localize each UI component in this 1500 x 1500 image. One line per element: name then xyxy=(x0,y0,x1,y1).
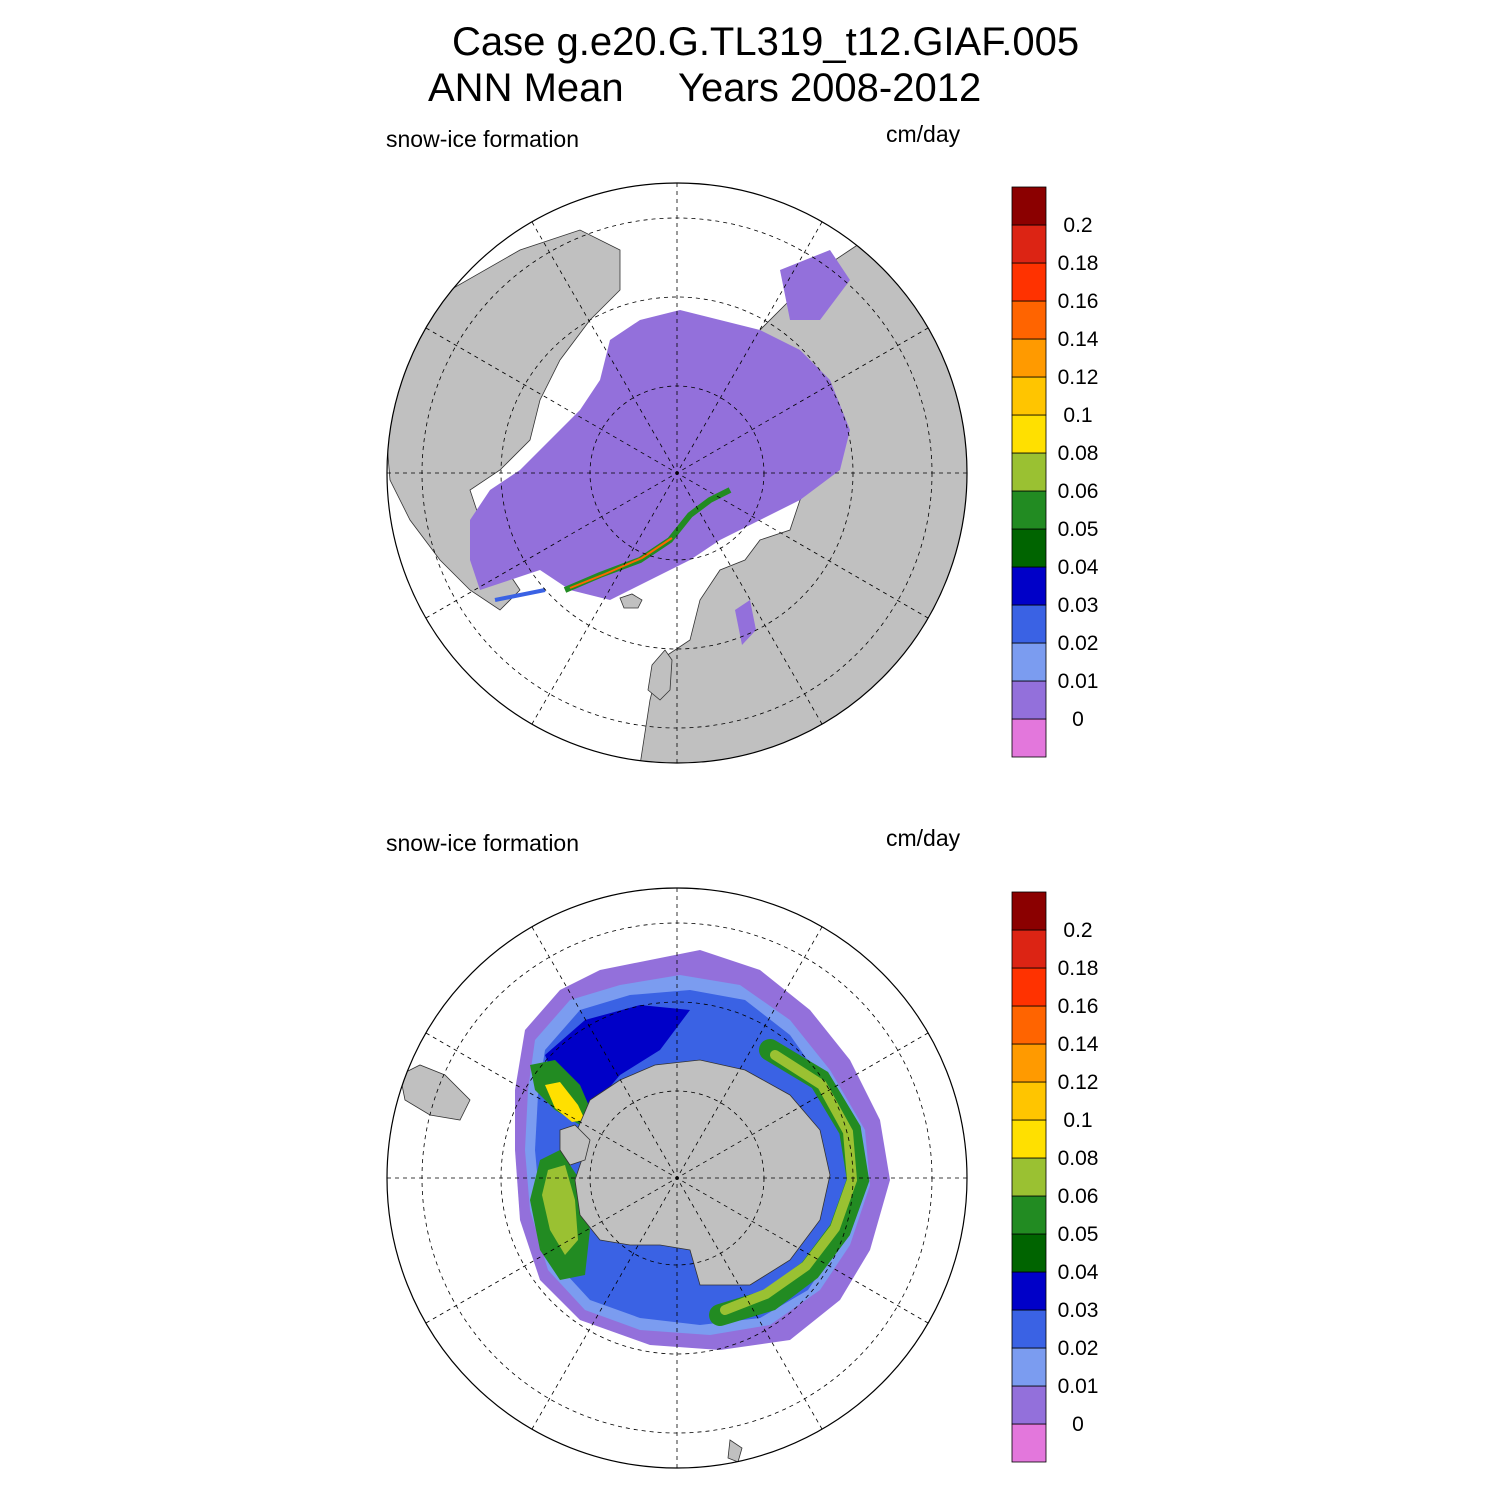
south-colorbar-swatch xyxy=(1011,1081,1047,1121)
south-variable-label: snow-ice formation xyxy=(386,830,580,856)
south-colorbar-swatch xyxy=(1011,1195,1047,1235)
south-land-peninsula xyxy=(559,1124,591,1166)
north-colorbar-swatch xyxy=(1011,528,1047,568)
south-colorbar-tick-label: 0.14 xyxy=(1058,1033,1099,1056)
south-ice-ross-yellow xyxy=(545,1082,585,1122)
south-polar-map xyxy=(387,888,967,1468)
north-colorbar-swatch xyxy=(1011,642,1047,682)
south-land-antarctica xyxy=(574,1059,831,1286)
north-colorbar-tick-label: 0.18 xyxy=(1058,252,1099,275)
north-colorbar-tick-label: 0.01 xyxy=(1058,670,1099,693)
south-colorbar-swatch xyxy=(1011,929,1047,969)
north-colorbar-swatch xyxy=(1011,490,1047,530)
north-ice-field xyxy=(470,310,850,600)
north-colorbar-tick-label: 0.08 xyxy=(1058,442,1099,465)
north-colorbar-tick-label: 0.03 xyxy=(1058,594,1099,617)
south-map-border xyxy=(386,887,968,1469)
south-colorbar-swatch xyxy=(1011,1309,1047,1349)
north-colorbar-tick-label: 0.06 xyxy=(1058,480,1099,503)
north-colorbar-swatch xyxy=(1011,300,1047,340)
north-colorbar-tick-label: 0.16 xyxy=(1058,290,1099,313)
north-colorbar-swatch xyxy=(1011,452,1047,492)
south-colorbar-swatch xyxy=(1011,1157,1047,1197)
north-land-iceland xyxy=(619,593,643,609)
north-colorbar-swatch xyxy=(1011,224,1047,264)
north-colorbar-tick-label: 0.14 xyxy=(1058,328,1099,351)
south-unit-label: cm/day xyxy=(886,825,961,851)
north-colorbar: 0 0.01 0.02 0.03 0.04 0.05 0.06 0.08 0.1 0.12 0.14… xyxy=(1011,186,1099,758)
north-unit-label: cm/day xyxy=(886,121,961,147)
north-colorbar-swatch xyxy=(1011,604,1047,644)
south-colorbar-tick-label: 0.18 xyxy=(1058,957,1099,980)
north-variable-label: snow-ice formation xyxy=(386,126,580,152)
south-colorbar-tick-label: 0.05 xyxy=(1058,1223,1099,1246)
south-colorbar-swatch xyxy=(1011,1043,1047,1083)
north-colorbar-swatch xyxy=(1011,186,1047,226)
south-colorbar-tick-label: 0 xyxy=(1072,1413,1084,1436)
south-colorbar-tick-label: 0.08 xyxy=(1058,1147,1099,1170)
figure-title-years: Years 2008-2012 xyxy=(678,66,982,110)
south-colorbar-tick-label: 0.03 xyxy=(1058,1299,1099,1322)
north-ice-blue-margin xyxy=(494,588,546,602)
north-colorbar-tick-label: 0.04 xyxy=(1058,556,1099,579)
north-colorbar-tick-label: 0.02 xyxy=(1058,632,1099,655)
north-ice-okhotsk xyxy=(780,250,850,320)
south-colorbar-swatch xyxy=(1011,1119,1047,1159)
south-colorbar-tick-label: 0.12 xyxy=(1058,1071,1099,1094)
north-graticule xyxy=(387,183,967,763)
north-colorbar-tick-label: 0.1 xyxy=(1063,404,1092,427)
south-colorbar-tick-label: 0.02 xyxy=(1058,1337,1099,1360)
north-colorbar-tick-label: 0.2 xyxy=(1063,214,1092,237)
south-ice-dark-blue xyxy=(545,1005,690,1110)
north-ice-high-rate-core xyxy=(569,537,673,589)
south-ice-green-ring-core xyxy=(720,1050,858,1315)
figure-title-case: Case g.e20.G.TL319_t12.GIAF.005 xyxy=(452,20,1080,64)
north-colorbar-swatch xyxy=(1011,566,1047,606)
south-colorbar-swatch xyxy=(1011,1005,1047,1045)
north-land-north-america xyxy=(387,229,621,611)
north-colorbar-swatch xyxy=(1011,338,1047,378)
north-colorbar-swatch xyxy=(1011,680,1047,720)
south-colorbar-swatch xyxy=(1011,891,1047,931)
north-colorbar-tick-label: 0 xyxy=(1072,708,1084,731)
figure-title-period: ANN Mean xyxy=(428,66,624,110)
south-colorbar-swatch xyxy=(1011,1347,1047,1387)
south-colorbar-tick-label: 0.1 xyxy=(1063,1109,1092,1132)
north-colorbar-swatch xyxy=(1011,376,1047,416)
north-colorbar-swatch xyxy=(1011,414,1047,454)
south-colorbar-tick-label: 0.04 xyxy=(1058,1261,1099,1284)
south-colorbar-tick-label: 0.16 xyxy=(1058,995,1099,1018)
south-colorbar: 0 0.01 0.02 0.03 0.04 0.05 0.06 0.08 0.1 0.12 0.14… xyxy=(1011,891,1099,1463)
north-colorbar-swatch xyxy=(1011,262,1047,302)
south-colorbar-tick-label: 0.2 xyxy=(1063,919,1092,942)
north-polar-map xyxy=(387,183,967,763)
south-colorbar-swatch xyxy=(1011,1385,1047,1425)
north-land-british-isles xyxy=(647,649,673,701)
south-colorbar-swatch xyxy=(1011,1271,1047,1311)
south-colorbar-tick-label: 0.01 xyxy=(1058,1375,1099,1398)
north-ice-baltic xyxy=(735,600,756,645)
north-colorbar-tick-label: 0.05 xyxy=(1058,518,1099,541)
south-graticule xyxy=(387,888,967,1468)
north-colorbar-tick-label: 0.12 xyxy=(1058,366,1099,389)
south-colorbar-swatch xyxy=(1011,967,1047,1007)
south-colorbar-swatch xyxy=(1011,1233,1047,1273)
south-colorbar-swatch xyxy=(1011,1423,1047,1463)
south-land-south-america xyxy=(399,1064,471,1121)
north-map-border xyxy=(386,182,968,764)
south-colorbar-tick-label: 0.06 xyxy=(1058,1185,1099,1208)
south-ice-weddell-core xyxy=(542,1165,578,1255)
north-colorbar-swatch xyxy=(1011,718,1047,758)
